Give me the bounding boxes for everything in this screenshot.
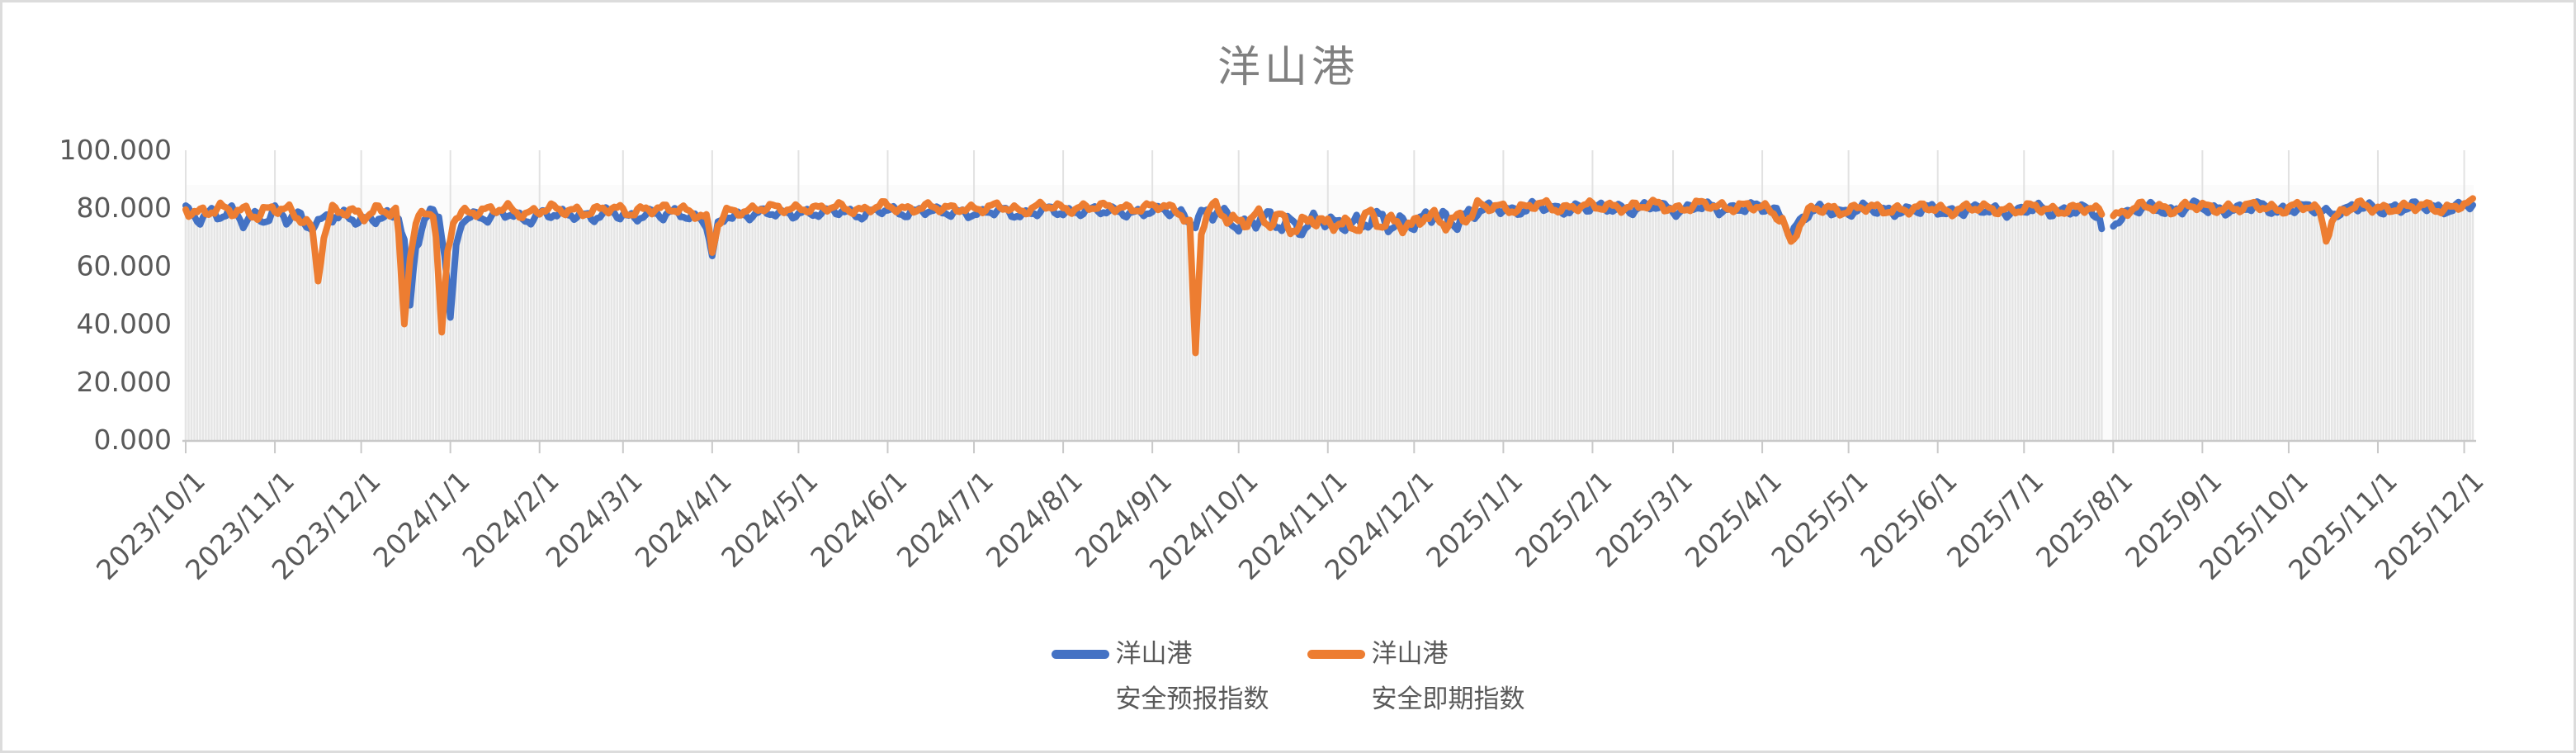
legend-forecast-line2: 安全预报指数: [1115, 684, 1269, 714]
spot-line-marker-icon: [1307, 650, 1365, 659]
y-tick-label: 0.000: [94, 424, 172, 456]
y-tick-label: 80.000: [77, 192, 172, 224]
legend-spot-line1: 洋山港: [1371, 639, 1449, 669]
x-tick-label: 2025/1/1: [1420, 465, 1529, 574]
legend-entry-forecast: 洋山港 安全预报指数: [1051, 632, 1269, 722]
legend-entry-forecast-label: 洋山港 安全预报指数: [1116, 632, 1269, 722]
plot-area: 2023/10/12023/11/12023/12/12024/1/12024/…: [59, 134, 2490, 586]
forecast-line-marker-icon: [1051, 650, 1109, 659]
daily-background-bars: [184, 203, 2474, 440]
y-tick-label: 60.000: [77, 249, 172, 282]
y-tick-label: 100.000: [59, 134, 172, 166]
x-tick-label: 2025/8/1: [2030, 465, 2139, 574]
x-tick-label: 2024/1/1: [366, 465, 475, 574]
legend-entry-spot-label: 洋山港 安全即期指数: [1372, 632, 1525, 722]
legend-spot-line2: 安全即期指数: [1371, 684, 1525, 714]
y-tick-label: 20.000: [77, 366, 172, 398]
chart-title: 洋山港: [1217, 43, 1359, 92]
y-tick-label: 40.000: [77, 308, 172, 340]
legend-forecast-line1: 洋山港: [1115, 639, 1193, 669]
legend-entry-spot: 洋山港 安全即期指数: [1307, 632, 1525, 722]
spot-index-line: [182, 195, 2476, 357]
legend: 洋山港 安全预报指数 洋山港 安全即期指数: [2, 632, 2574, 722]
x-tick-label: 2024/8/1: [980, 465, 1089, 574]
